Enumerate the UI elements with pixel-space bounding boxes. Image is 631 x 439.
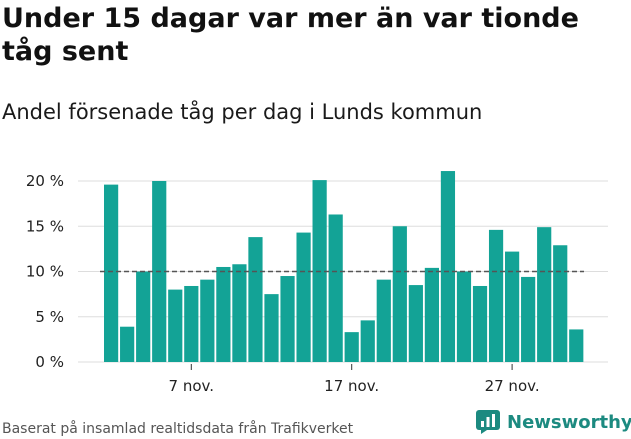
bar-2020-11-16 — [408, 285, 423, 362]
bar-2020-11-13 — [360, 320, 375, 362]
newsworthy-logo-icon — [476, 410, 500, 434]
y-tick-label: 10 % — [26, 263, 64, 281]
bar-chart: 0 % 5 % 10 % 15 % 20 % 7 nov. 17 nov. 27 nov. — [26, 171, 608, 395]
x-tick-label: 27 nov. — [485, 377, 540, 395]
bar-2020-11-22 — [505, 251, 520, 362]
bar-2020-11-19 — [456, 271, 472, 362]
bar-2020-11-20 — [472, 285, 488, 362]
bar-2020-11-24 — [537, 227, 552, 362]
bar-2020-11-15 — [392, 226, 407, 362]
x-tick-label: 7 nov. — [169, 377, 214, 395]
bar-2020-11-07 — [264, 294, 279, 362]
bar-2020-11-11 — [328, 214, 343, 362]
y-tick-label: 0 % — [35, 353, 64, 371]
x-tick-label: 17 nov. — [324, 377, 379, 395]
bar-2020-11-25 — [553, 245, 568, 362]
x-axis-ticks — [190, 364, 513, 370]
bar-2020-11-23 — [521, 276, 536, 362]
y-tick-label: 20 % — [26, 172, 64, 190]
bar-2020-11-05 — [232, 264, 247, 362]
brand-name: Newsworthy — [507, 411, 631, 433]
y-tick-label: 15 % — [26, 217, 64, 235]
bar-2020-11-26 — [569, 329, 584, 362]
bar-2020-11-01 — [168, 289, 183, 362]
y-tick-label: 5 % — [35, 308, 64, 326]
bar-2020-11-09 — [296, 232, 311, 362]
x-axis-labels: 7 nov. 17 nov. 27 nov. — [169, 377, 540, 395]
bar-2020-11-21 — [488, 229, 504, 362]
bar-2020-11-14 — [376, 279, 391, 362]
bar-2020-11-08 — [280, 276, 295, 362]
bar-2020-11-04 — [216, 266, 231, 362]
bar-2020-11-17 — [424, 267, 439, 362]
bar-2020-11-12 — [344, 332, 359, 362]
bar-2020-10-30 — [136, 271, 151, 362]
bar-2020-11-18 — [440, 171, 456, 362]
chart-title: Under 15 dagar var mer än var tionde tåg… — [2, 3, 579, 67]
bar-2020-11-06 — [248, 237, 263, 362]
bar-2020-10-28 — [104, 184, 119, 362]
bar-2020-10-29 — [120, 326, 135, 362]
brand-logo: Newsworthy — [476, 408, 631, 436]
source-note: Baserat på insamlad realtidsdata från Tr… — [2, 421, 354, 437]
bars — [104, 171, 584, 362]
y-axis-labels: 0 % 5 % 10 % 15 % 20 % — [26, 172, 64, 371]
chart-subtitle: Andel försenade tåg per dag i Lunds komm… — [2, 100, 483, 124]
bar-2020-11-02 — [184, 285, 199, 362]
bar-2020-11-03 — [200, 279, 215, 362]
